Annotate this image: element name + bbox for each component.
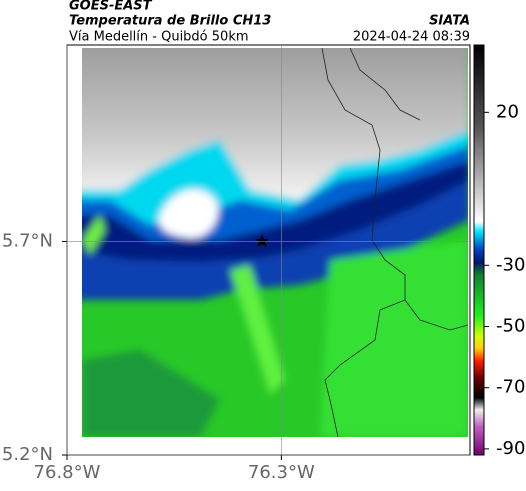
colorbar-tick-label: -30 [496, 254, 525, 275]
colorbar-tick-label: -50 [496, 315, 525, 336]
satellite-image [82, 48, 468, 437]
colorbar-tick-label: -90 [496, 438, 525, 459]
location-marker [255, 234, 269, 247]
lat-tick-label: 5.7°N [2, 230, 53, 251]
title: GOES-EAST [69, 0, 153, 14]
source: SIATA [429, 14, 470, 29]
subtitle: Temperatura de Brillo CH13 [69, 14, 271, 29]
region: Vía Medellín - Quibdó 50km [69, 30, 249, 45]
lon-tick-label: 76.8°W [34, 462, 101, 483]
timestamp: 2024-04-24 08:39 [353, 30, 470, 45]
colorbar [473, 44, 485, 456]
colorbar-tick-label: 20 [496, 101, 519, 122]
colorbar-tick-label: -70 [496, 377, 525, 398]
lon-tick-label: 76.3°W [248, 462, 315, 483]
lat-tick-label: 5.2°N [2, 444, 53, 465]
